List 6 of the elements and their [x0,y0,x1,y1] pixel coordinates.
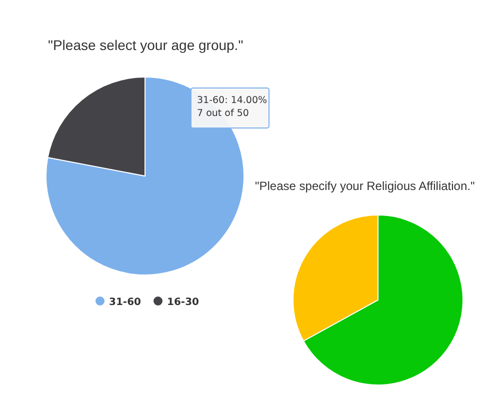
text: 31-60: 14.00% [197,95,268,106]
legend-label: 31-60 [109,297,142,308]
chart-title: "Please specify your Religious Affiliation." [255,179,475,193]
chart-title: "Please select your age group." [48,37,244,53]
legend-label: 16-30 [167,297,200,308]
text: 7 out of 50 [197,108,249,119]
